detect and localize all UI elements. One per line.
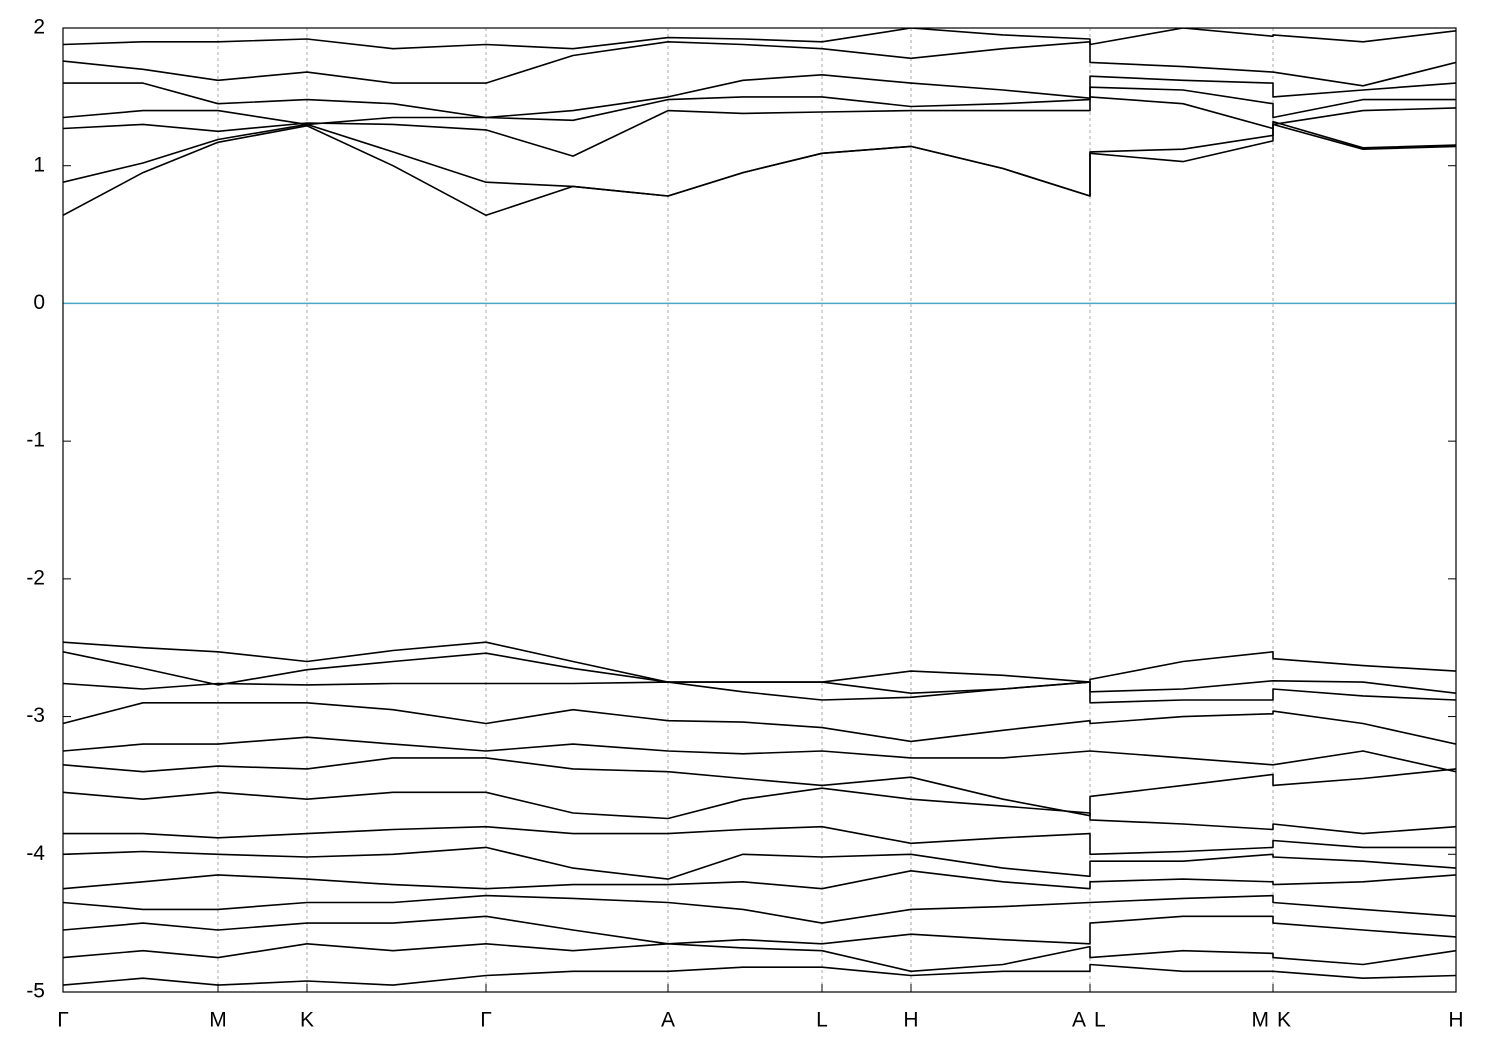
band-line	[63, 86, 1456, 126]
x-tick-label: K	[1277, 1009, 1291, 1032]
band-line	[63, 943, 1456, 973]
x-tick-label: M	[1252, 1009, 1270, 1032]
x-tick-label: L	[1094, 1009, 1106, 1032]
band-line	[63, 963, 1456, 986]
x-tick-label: Γ	[480, 1009, 492, 1032]
band-line	[63, 757, 1456, 817]
y-tick-label: -5	[26, 980, 45, 1003]
y-tick-label: -1	[26, 429, 45, 452]
y-tick-label: 0	[33, 291, 45, 314]
band-line	[63, 736, 1456, 773]
band-line	[63, 41, 1456, 87]
x-tick-label: A	[661, 1009, 675, 1032]
x-tick-label: H	[903, 1009, 918, 1032]
x-tick-label: K	[300, 1009, 314, 1032]
x-tick-label: L	[816, 1009, 828, 1032]
y-tick-label: 1	[33, 153, 45, 176]
band-line	[63, 825, 1456, 856]
band-line	[63, 681, 1456, 704]
y-tick-label: 2	[33, 16, 45, 39]
band-line	[63, 651, 1456, 694]
x-tick-label: Γ	[57, 1009, 69, 1032]
band-line	[63, 870, 1456, 890]
band-line	[63, 915, 1456, 945]
band-line	[63, 74, 1456, 119]
band-line	[63, 28, 1456, 50]
plot-frame	[62, 27, 1457, 993]
band-line	[63, 787, 1456, 835]
x-tick-label: M	[209, 1009, 227, 1032]
x-tick-label: H	[1448, 1009, 1463, 1032]
y-tick-label: -4	[26, 842, 45, 865]
band-line	[63, 894, 1456, 924]
band-line	[63, 96, 1456, 157]
x-tick-label: A	[1072, 1009, 1086, 1032]
band-line	[63, 702, 1456, 745]
y-tick-label: -2	[26, 566, 45, 589]
y-tick-label: -3	[26, 704, 45, 727]
band-line	[63, 846, 1456, 880]
band-line	[63, 123, 1456, 217]
